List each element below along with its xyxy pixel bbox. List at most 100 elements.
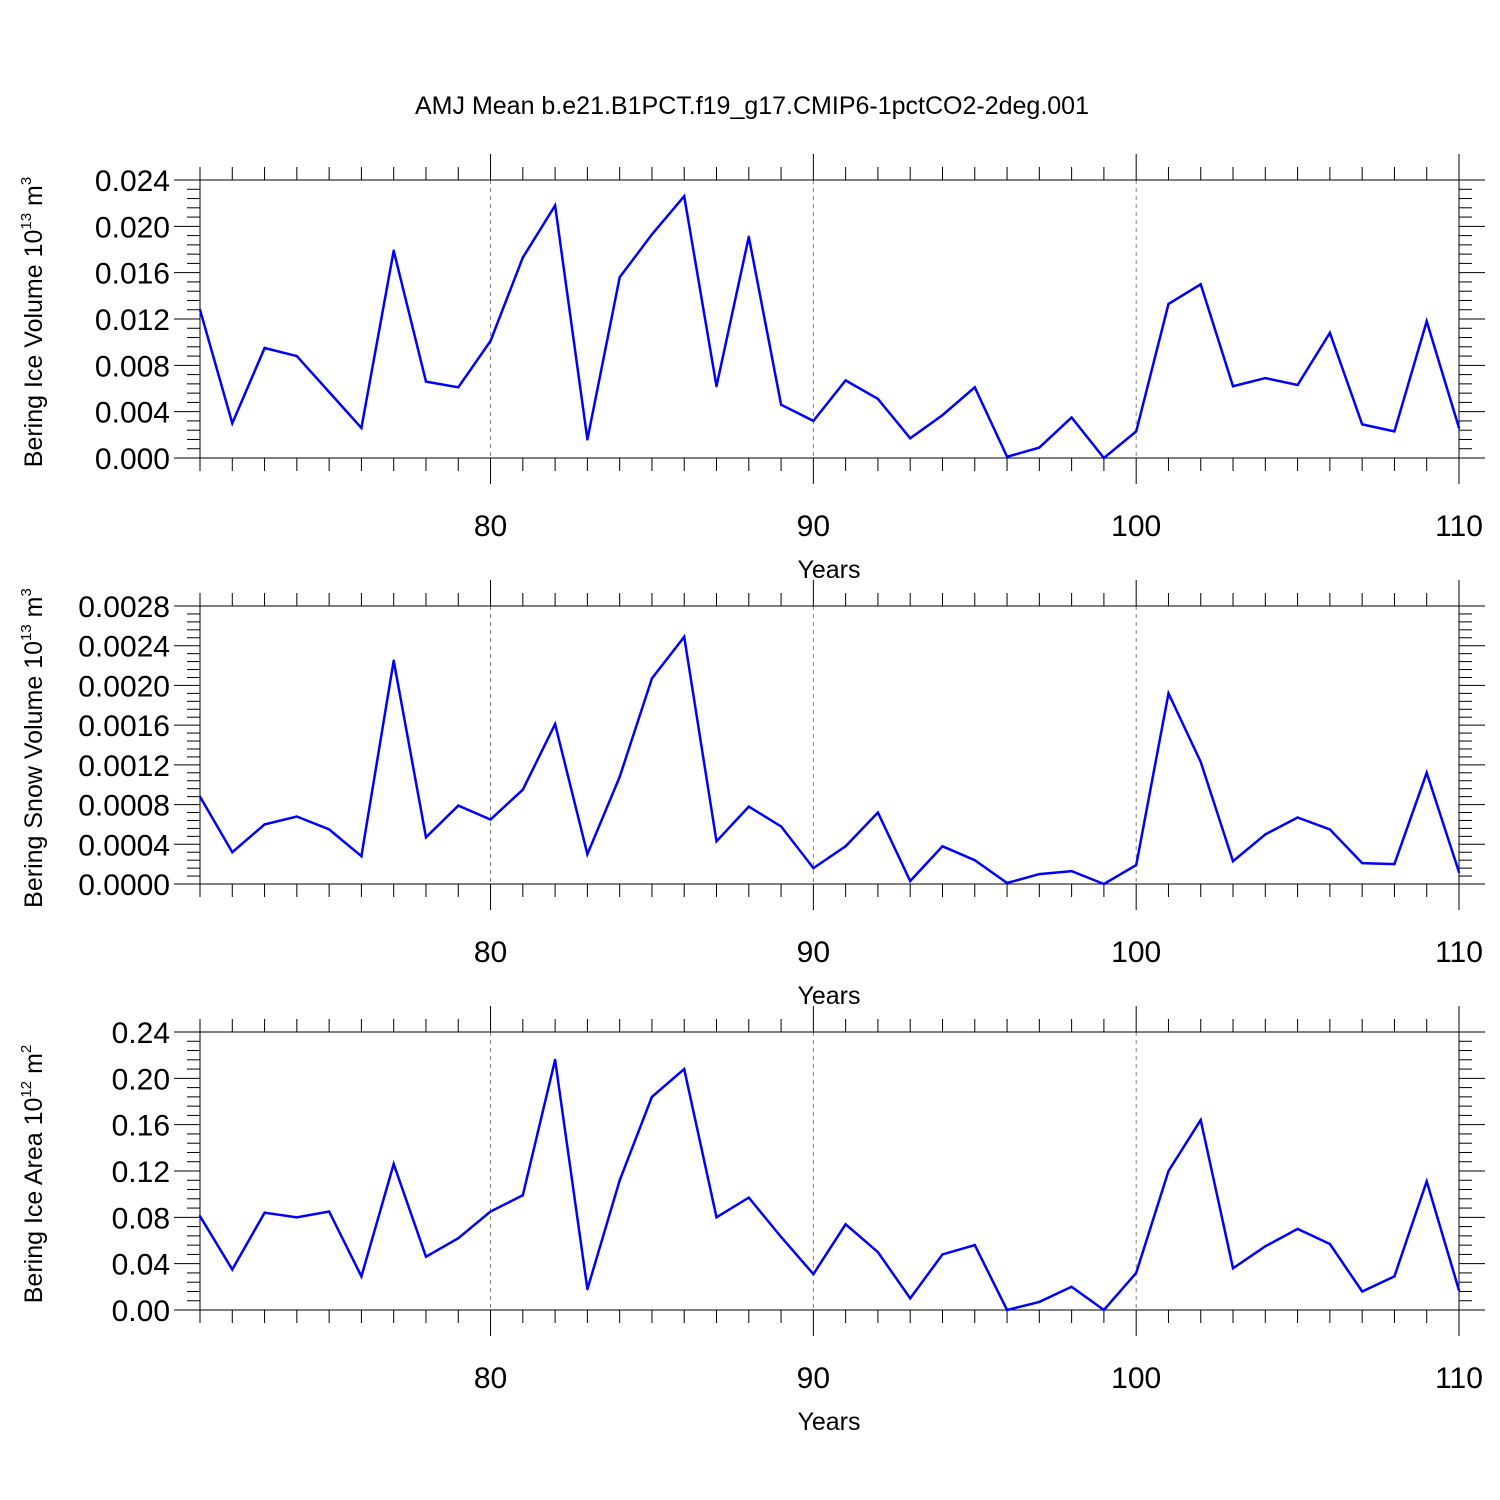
x-tick-label: 100 [1111,510,1161,543]
y-axis-title-unit: m [20,185,48,213]
y-axis-title: Bering Snow Volume 1013 m3 [18,588,48,908]
data-point [231,1268,234,1271]
data-point [1425,771,1428,774]
data-point [231,422,234,425]
data-point [198,1214,202,1218]
data-point [779,1235,783,1239]
data-point [1167,302,1170,306]
y-axis-title-text: Bering Ice Volume 10 [20,230,48,468]
data-point [1328,1242,1332,1246]
y-tick-label: 0.024 [95,165,170,198]
data-point [973,1243,976,1247]
data-point [1167,1169,1170,1173]
data-point [295,815,299,818]
y-axis-title-exponent: 12 [18,1081,35,1098]
data-point [876,811,880,814]
data-point [812,419,815,423]
data-point [263,346,266,350]
data-point [521,256,525,259]
y-axis-title-text: Bering Ice Area 10 [20,1098,48,1304]
data-point [618,775,621,778]
y-tick-label: 0.0012 [78,750,170,783]
data-point [553,204,557,207]
data-point [1296,383,1299,387]
x-tick-label: 100 [1111,1362,1161,1395]
data-point [1199,1118,1202,1122]
data-point [779,403,783,406]
data-point [1102,1308,1106,1312]
data-point [1102,882,1106,886]
data-point [1199,760,1202,764]
data-point [1167,692,1170,695]
data-point [1360,861,1364,865]
data-point [1231,859,1235,863]
data-point [1296,1227,1299,1231]
data-point [457,804,460,807]
y-axis-title-exponent: 13 [18,624,35,641]
data-point [392,1162,395,1166]
data-point [1393,862,1396,866]
data-point [586,1287,589,1291]
y-tick-label: 0.24 [112,1017,170,1050]
data-point [1199,283,1202,286]
data-point [747,1196,750,1199]
y-tick-label: 0.0004 [78,829,170,862]
data-point [198,795,202,798]
data-point [263,1211,266,1214]
y-tick-label: 0.00 [112,1295,170,1328]
data-point [973,386,976,389]
y-tick-label: 0.16 [112,1110,170,1143]
y-tick-label: 0.008 [95,350,170,383]
y-tick-label: 0.0020 [78,670,170,703]
data-point [1264,1245,1267,1248]
data-point [618,1179,621,1182]
series-line [198,633,1461,886]
series-line [198,1059,1461,1312]
data-point [327,1210,331,1213]
data-point [521,788,525,791]
data-point [295,354,299,358]
data-point [650,1095,654,1099]
data-point [1393,1275,1396,1278]
data-point [812,866,815,870]
plot-frame [199,605,1460,885]
data-point [1425,320,1428,323]
panels-group: 0.000 0.004 0.008 0.012 0.016 0.020 0.024 80 90 1… [18,154,1485,1436]
data-point [1360,1290,1364,1293]
data-point [1070,869,1073,873]
data-point [457,386,460,389]
data-point [683,1067,686,1071]
data-point [1070,416,1073,419]
data-point [424,380,428,383]
data-point [650,233,654,236]
data-point [586,853,589,856]
x-tick-label: 110 [1435,1362,1483,1395]
y-tick-label: 0.08 [112,1202,170,1235]
data-point [844,379,847,382]
y-axis-title-unit-exponent: 2 [18,1045,35,1053]
data-point [1102,456,1106,460]
data-point [360,855,363,858]
x-axis-title: Years [797,982,860,1010]
y-axis-title-unit: m [20,1053,48,1081]
data-point [715,840,718,843]
data-point [747,805,750,808]
chart-panel-1: 0.000 0.004 0.008 0.012 0.016 0.020 0.024 80 90 1… [18,154,1485,584]
chart-panel-2: 0.0000 0.0004 0.0008 0.0012 0.0016 0.0020 0.00… [18,580,1485,1010]
chart-panel-3: 0.00 0.04 0.08 0.12 0.16 0.20 0.24 80 90 100 110 Ye… [18,1006,1485,1436]
data-point [1231,1267,1235,1270]
x-tick-label: 100 [1111,936,1161,969]
y-tick-label: 0.020 [95,211,170,244]
data-point [844,1223,847,1226]
data-point [1457,1289,1461,1292]
data-point [263,823,266,826]
y-axis-title: Bering Ice Area 1012 m2 [18,1045,48,1304]
data-point [360,1275,363,1278]
x-tick-label: 90 [797,510,830,543]
data-point [683,195,686,198]
chart-title: AMJ Mean b.e21.B1PCT.f19_g17.CMIP6-1pctC… [415,92,1089,120]
data-point [327,828,331,831]
data-point [1457,426,1461,430]
data-point [231,851,234,854]
y-tick-label: 0.12 [112,1156,170,1189]
